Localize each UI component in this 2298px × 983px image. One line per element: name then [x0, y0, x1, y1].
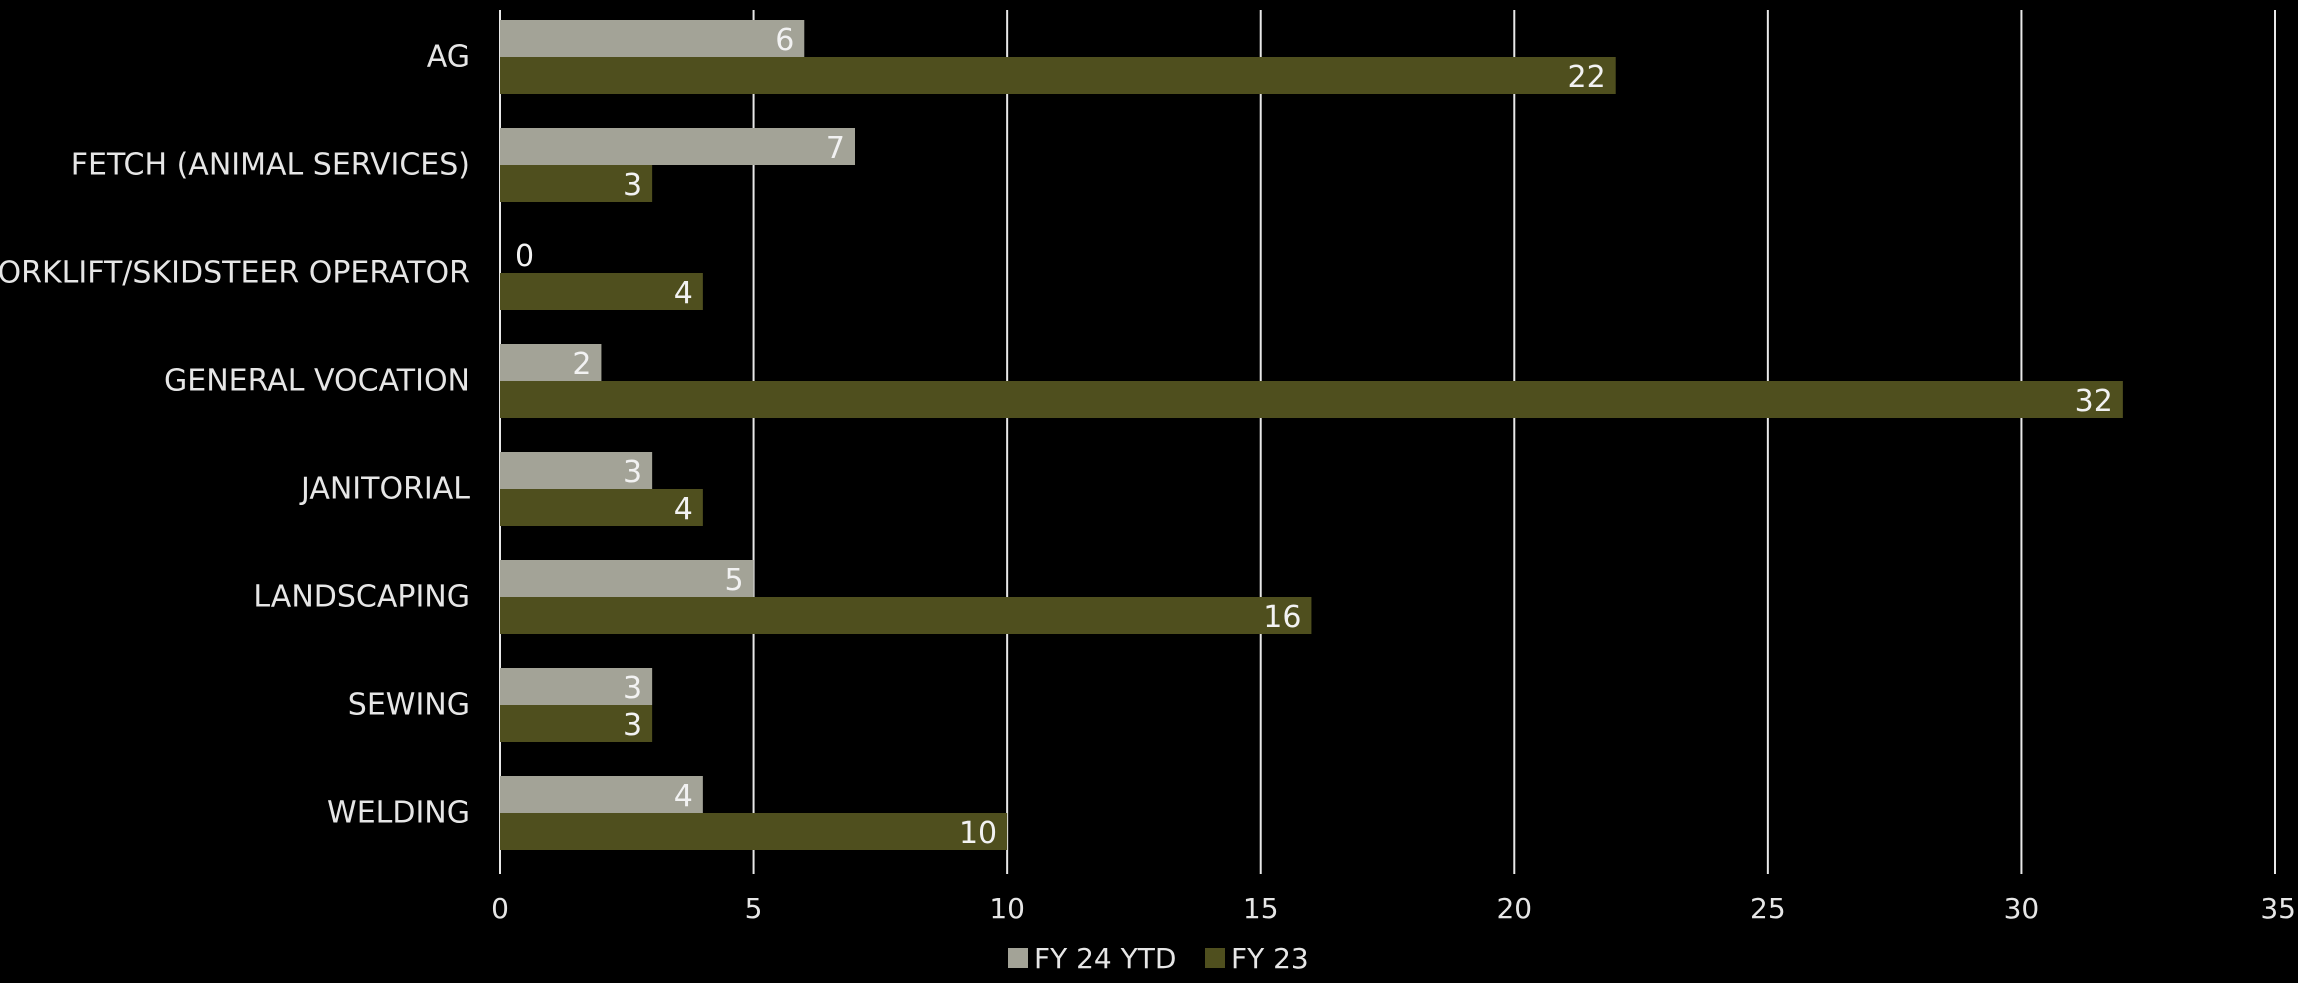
legend: FY 24 YTD FY 23: [1008, 942, 1309, 975]
category-label-4: JANITORIAL: [299, 472, 470, 507]
tick-label-20: 20: [1496, 892, 1532, 925]
bar-fy24ytd-4: [500, 452, 653, 489]
tick-label-10: 10: [989, 892, 1025, 925]
tick-label-35: 35: [2260, 892, 2296, 925]
legend-swatch-fy23: [1205, 948, 1225, 968]
bar-fy24ytd-3: [500, 344, 602, 381]
bars: [500, 20, 2123, 850]
bar-fy23-7: [500, 813, 1008, 850]
bar-fy23-2: [500, 273, 703, 310]
data-label-fy23-3: 32: [2075, 384, 2113, 419]
data-label-fy23-7: 10: [959, 816, 997, 851]
data-label-fy24ytd-6: 3: [623, 671, 642, 706]
value-axis: 0 5 10 15 20 25 30 35: [491, 892, 2296, 925]
bar-fy24ytd-1: [500, 128, 855, 165]
data-label-fy24ytd-5: 5: [724, 563, 743, 598]
data-label-fy23-4: 4: [674, 492, 693, 527]
category-label-2: FORKLIFT/SKIDSTEER OPERATOR: [0, 256, 470, 291]
bar-fy24ytd-0: [500, 20, 805, 57]
data-label-fy24ytd-0: 6: [775, 23, 794, 58]
data-label-fy24ytd-3: 2: [572, 347, 591, 382]
category-label-1: FETCH (ANIMAL SERVICES): [71, 148, 470, 183]
tick-label-25: 25: [1750, 892, 1786, 925]
tick-label-30: 30: [2004, 892, 2040, 925]
bar-fy24ytd-6: [500, 668, 653, 705]
legend-label-fy24ytd: FY 24 YTD: [1034, 942, 1176, 975]
category-axis: AG FETCH (ANIMAL SERVICES) FORKLIFT/SKIDST…: [0, 40, 470, 831]
tick-label-0: 0: [491, 892, 509, 925]
data-label-fy23-2: 4: [674, 276, 693, 311]
bar-fy24ytd-5: [500, 560, 754, 597]
legend-swatch-fy24ytd: [1008, 948, 1028, 968]
bar-fy23-3: [500, 381, 2123, 418]
bar-fy23-4: [500, 489, 703, 526]
tick-label-5: 5: [745, 892, 763, 925]
data-label-fy24ytd-1: 7: [826, 131, 845, 166]
data-label-fy24ytd-7: 4: [674, 779, 693, 814]
bar-fy23-5: [500, 597, 1312, 634]
bar-fy24ytd-7: [500, 776, 703, 813]
category-label-5: LANDSCAPING: [253, 580, 470, 615]
data-label-fy24ytd-2: 0: [515, 239, 534, 274]
data-label-fy23-6: 3: [623, 708, 642, 743]
category-label-0: AG: [427, 40, 470, 75]
category-label-6: SEWING: [348, 688, 470, 723]
category-label-7: WELDING: [327, 796, 470, 831]
data-label-fy24ytd-4: 3: [623, 455, 642, 490]
bar-fy23-0: [500, 57, 1616, 94]
data-label-fy23-0: 22: [1568, 60, 1606, 95]
category-label-3: GENERAL VOCATION: [164, 364, 470, 399]
bar-fy23-6: [500, 705, 653, 742]
data-label-fy23-1: 3: [623, 168, 642, 203]
legend-label-fy23: FY 23: [1231, 942, 1309, 975]
bar-fy23-1: [500, 165, 653, 202]
data-label-fy23-5: 16: [1263, 600, 1301, 635]
tick-label-15: 15: [1243, 892, 1279, 925]
